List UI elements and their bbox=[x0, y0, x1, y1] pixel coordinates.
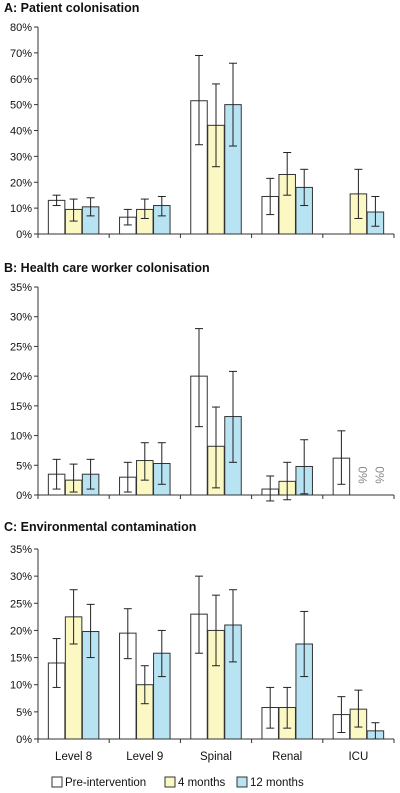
x-category-label-icu: ICU bbox=[348, 751, 368, 763]
panel-b-title: B: Health care worker colonisation bbox=[4, 261, 210, 275]
panel-a-title: A: Patient colonisation bbox=[4, 1, 139, 15]
y-tick-label: 50% bbox=[10, 100, 32, 112]
y-tick-label: 20% bbox=[10, 371, 32, 383]
y-tick-label: 0% bbox=[16, 490, 32, 502]
y-tick-label: 80% bbox=[10, 22, 32, 34]
y-tick-label: 5% bbox=[16, 707, 32, 719]
y-tick-label: 30% bbox=[10, 151, 32, 163]
y-tick-label: 10% bbox=[10, 431, 32, 443]
y-tick-label: 25% bbox=[10, 598, 32, 610]
y-tick-label: 0% bbox=[16, 229, 32, 241]
legend: Pre-intervention 4 months 12 months bbox=[51, 776, 304, 789]
y-tick-label: 20% bbox=[10, 625, 32, 637]
legend-swatch-4-months bbox=[164, 776, 176, 788]
y-tick-label: 30% bbox=[10, 571, 32, 583]
legend-swatch-12-months bbox=[236, 776, 248, 788]
y-tick-label: 20% bbox=[10, 177, 32, 189]
y-tick-label: 0% bbox=[16, 734, 32, 746]
y-tick-label: 10% bbox=[10, 680, 32, 692]
x-category-label-level-9: Level 9 bbox=[126, 751, 163, 763]
y-tick-label: 15% bbox=[10, 401, 32, 413]
y-tick-label: 15% bbox=[10, 653, 32, 665]
legend-label-4-months: 4 months bbox=[178, 777, 226, 789]
y-tick-label: 60% bbox=[10, 74, 32, 86]
y-tick-label: 35% bbox=[10, 544, 32, 556]
y-tick-label: 5% bbox=[16, 460, 32, 472]
y-tick-label: 30% bbox=[10, 312, 32, 324]
panel-c-title: C: Environmental contamination bbox=[4, 520, 196, 534]
legend-label-pre-intervention: Pre-intervention bbox=[65, 777, 146, 789]
legend-label-12-months: 12 months bbox=[250, 777, 304, 789]
panel-a-plot: 0% 10% 20% 30% 40% 50% 60% 70% 80% bbox=[10, 22, 395, 241]
y-tick-label: 25% bbox=[10, 341, 32, 353]
annotation-icu-4-months: 0% bbox=[355, 466, 369, 484]
x-category-label-level-8: Level 8 bbox=[55, 751, 92, 763]
y-tick-label: 70% bbox=[10, 48, 32, 60]
annotation-icu-12-months: 0% bbox=[372, 466, 386, 484]
x-axis-category-labels: Level 8 Level 9 Spinal Renal ICU bbox=[55, 751, 368, 763]
y-tick-label: 10% bbox=[10, 203, 32, 215]
panel-b-plot: 0%5%10%15%20%25%30%35%0% 0% bbox=[10, 282, 395, 502]
panel-c-plot: 0% 5% 10% 15% 20% 25% 30% 35% bbox=[10, 544, 395, 746]
y-tick-label: 35% bbox=[10, 282, 32, 294]
y-tick-label: 40% bbox=[10, 126, 32, 138]
x-category-label-spinal: Spinal bbox=[200, 751, 232, 763]
x-category-label-renal: Renal bbox=[272, 751, 302, 763]
legend-swatch-pre-intervention bbox=[51, 776, 63, 788]
